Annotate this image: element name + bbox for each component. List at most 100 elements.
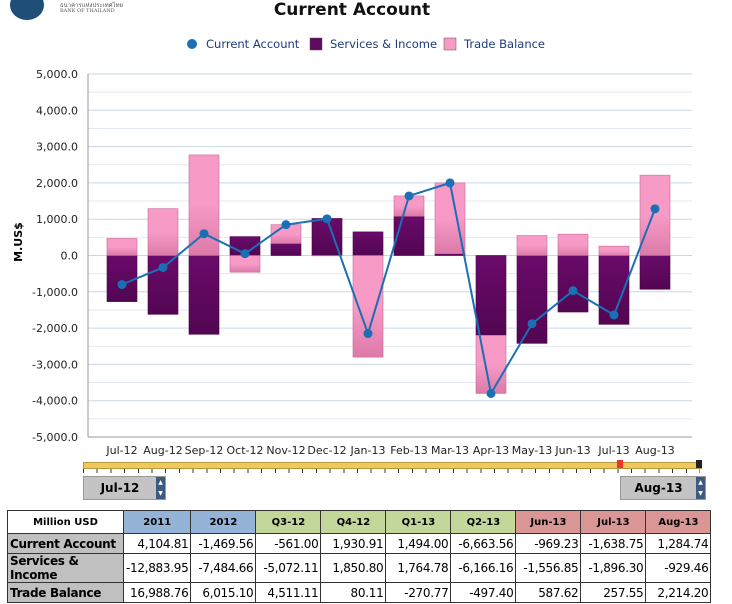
current-account-point <box>199 229 209 239</box>
x-tick-label: Jul-12 <box>105 444 137 457</box>
x-tick-label: Apr-13 <box>473 444 509 457</box>
bank-logo: ธนาคารแห่งประเทศไทย BANK OF THAILAND <box>10 0 150 22</box>
y-axis-label: M.US$ <box>12 222 25 262</box>
y-tick-label: 3,000.0 <box>36 141 78 154</box>
services-income-bar <box>639 255 671 290</box>
summary-table: Million USD 2011 2012 Q3-12 Q4-12 Q1-13 Q2-13 J… <box>7 510 712 603</box>
current-account-point <box>568 286 578 296</box>
row-label: Current Account <box>7 533 124 554</box>
legend-marker-icon <box>443 37 457 51</box>
spinner-icon[interactable]: ▲ ▼ <box>696 477 705 499</box>
table-cell: -969.23 <box>515 533 582 554</box>
trade-balance-bar <box>147 208 179 256</box>
range-start-value: Jul-12 <box>100 481 140 495</box>
legend-label: Services & Income <box>330 37 437 51</box>
x-tick-label: Sep-12 <box>185 444 224 457</box>
range-start-select[interactable]: Jul-12 ▲ ▼ <box>83 476 166 500</box>
column-header: Q2-13 <box>450 510 517 534</box>
x-tick-label: Mar-13 <box>431 444 469 457</box>
slider-handle-marker[interactable] <box>617 460 623 468</box>
current-account-point <box>322 214 332 224</box>
x-tick-label: Jul-13 <box>597 444 629 457</box>
table-cell: 1,764.78 <box>385 553 452 583</box>
legend-marker-icon <box>187 39 197 49</box>
x-tick-label: Aug-12 <box>143 444 182 457</box>
y-tick-label: 5,000.0 <box>36 68 78 81</box>
table-row: Services & Income -12,883.95 -7,484.66 -5,0… <box>7 553 712 583</box>
x-tick-label: May-13 <box>512 444 553 457</box>
table-cell: 587.62 <box>515 582 582 603</box>
legend-label: Current Account <box>206 37 300 51</box>
services-income-bar <box>393 215 425 256</box>
chart: 5,000.0 4,000.0 3,000.0 2,000.0 1,000.0 0.0 -1… <box>12 37 692 457</box>
row-label: Trade Balance <box>7 582 124 603</box>
table-cell: -12,883.95 <box>122 553 192 583</box>
current-account-point <box>281 220 291 230</box>
y-tick-label: -2,000.0 <box>32 322 78 335</box>
services-income-bar <box>475 255 507 336</box>
table-cell: 80.11 <box>320 582 387 603</box>
column-header: Aug-13 <box>645 510 712 534</box>
column-header: Q1-13 <box>385 510 452 534</box>
current-account-point <box>609 310 619 320</box>
range-end-select[interactable]: Aug-13 ▲ ▼ <box>620 476 706 500</box>
table-cell: 1,494.00 <box>385 533 452 554</box>
y-tick-label: 2,000.0 <box>36 177 78 190</box>
chart-title: Current Account <box>273 0 431 20</box>
legend-label: Trade Balance <box>463 37 545 51</box>
x-tick-label: Nov-12 <box>266 444 305 457</box>
table-cell: 257.55 <box>580 582 647 603</box>
current-account-point <box>363 329 373 339</box>
current-account-point <box>445 178 455 188</box>
range-slider[interactable] <box>83 462 702 469</box>
column-header: 2012 <box>190 510 257 534</box>
slider-ticks <box>83 469 700 473</box>
trade-balance-bar <box>434 182 466 254</box>
trade-balance-bar <box>639 174 671 256</box>
table-cell: 16,988.76 <box>122 582 192 603</box>
current-account-point <box>486 388 496 398</box>
trade-balance-bar <box>516 235 548 256</box>
table-cell: -561.00 <box>255 533 322 554</box>
services-income-bar <box>557 255 589 313</box>
y-tick-label: -3,000.0 <box>32 358 78 371</box>
x-tick-label: Oct-12 <box>227 444 264 457</box>
table-cell: -1,896.30 <box>580 553 647 583</box>
services-income-bar <box>352 231 384 256</box>
column-header: Q4-12 <box>320 510 387 534</box>
column-header: Jun-13 <box>515 510 582 534</box>
table-row: Current Account 4,104.81 -1,469.56 -561.00 1… <box>7 533 712 554</box>
y-tick-label: -5,000.0 <box>32 431 78 444</box>
x-tick-label: Jun-13 <box>554 444 590 457</box>
services-income-bar <box>270 243 302 256</box>
table-cell: 4,104.81 <box>122 533 192 554</box>
spinner-icon[interactable]: ▲ ▼ <box>156 477 165 499</box>
y-tick-label: -4,000.0 <box>32 395 78 408</box>
current-account-point <box>240 249 250 259</box>
current-account-line <box>121 181 656 397</box>
table-cell: -1,638.75 <box>580 533 647 554</box>
table-corner: Million USD <box>7 510 124 534</box>
y-tick-label: 0.0 <box>61 250 79 263</box>
x-tick-label: Jan-13 <box>350 444 386 457</box>
table-cell: -1,556.85 <box>515 553 582 583</box>
column-header: 2011 <box>122 510 192 534</box>
logo-english: BANK OF THAILAND <box>60 8 115 14</box>
row-label: Services & Income <box>7 553 124 583</box>
logo-thai: ธนาคารแห่งประเทศไทย <box>60 2 124 9</box>
table-cell: 2,214.20 <box>645 582 712 603</box>
table-cell: 1,930.91 <box>320 533 387 554</box>
seal-icon <box>10 0 44 20</box>
current-account-point <box>527 319 537 329</box>
y-tick-label: 1,000.0 <box>36 213 78 226</box>
current-account-point <box>117 280 127 290</box>
table-cell: 1,850.80 <box>320 553 387 583</box>
services-income-bar <box>516 255 548 344</box>
trade-balance-bar <box>598 245 630 256</box>
table-cell: -6,166.16 <box>450 553 517 583</box>
slider-handle-end[interactable] <box>696 460 702 468</box>
column-header: Jul-13 <box>580 510 647 534</box>
table-cell: -5,072.11 <box>255 553 322 583</box>
table-row: Trade Balance 16,988.76 6,015.10 4,511.11 80… <box>7 582 712 603</box>
table-cell: -270.77 <box>385 582 452 603</box>
